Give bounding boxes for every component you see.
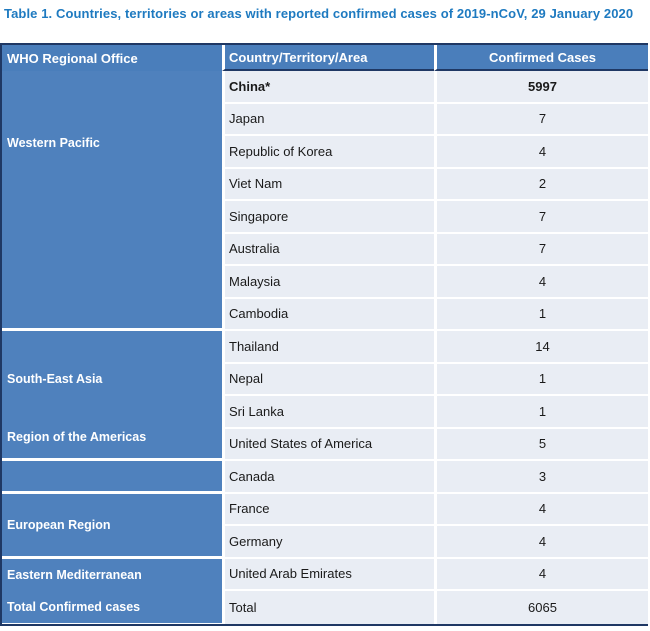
table-row-singapore: Singapore 7 — [222, 201, 648, 234]
region-label: Region of the Americas — [7, 430, 147, 444]
region-block-sea-americas: South-East Asia Region of the Americas — [2, 331, 222, 461]
table-body: Western Pacific South-East Asia Region o… — [2, 71, 648, 624]
region-block-western-pacific: Western Pacific — [2, 71, 222, 331]
region-block-east-med-total: Eastern Mediterranean Total Confirmed ca… — [2, 559, 222, 623]
country-cell: Republic of Korea — [222, 136, 434, 169]
header-confirmed-cases: Confirmed Cases — [434, 45, 648, 71]
cases-cell: 1 — [434, 298, 648, 331]
table-row-total: Total 6065 — [222, 591, 648, 624]
ncov-cases-table: WHO Regional Office Country/Territory/Ar… — [0, 43, 648, 626]
cases-cell: 7 — [434, 103, 648, 136]
country-cell: Malaysia — [222, 266, 434, 299]
country-cell: Germany — [222, 526, 434, 559]
country-cell: United States of America — [222, 428, 434, 461]
cases-cell: 5997 — [434, 71, 648, 104]
cases-cell: 7 — [434, 201, 648, 234]
cases-cell: 4 — [434, 266, 648, 299]
cases-cell: 14 — [434, 331, 648, 364]
cases-cell: 1 — [434, 396, 648, 429]
table-row-canada: Canada 3 — [222, 461, 648, 494]
table-row-usa: United States of America 5 — [222, 428, 648, 461]
cases-cell: 1 — [434, 363, 648, 396]
table-row-malaysia: Malaysia 4 — [222, 266, 648, 299]
country-cell: Australia — [222, 233, 434, 266]
table-row-germany: Germany 4 — [222, 526, 648, 559]
cases-cell: 4 — [434, 526, 648, 559]
country-cell: Japan — [222, 103, 434, 136]
cases-cell: 6065 — [434, 591, 648, 624]
region-label: European Region — [7, 518, 111, 532]
table-row-france: France 4 — [222, 493, 648, 526]
header-country: Country/Territory/Area — [222, 45, 434, 71]
country-cell: Viet Nam — [222, 168, 434, 201]
country-cell: Total — [222, 591, 434, 624]
region-block-european: European Region — [2, 494, 222, 559]
cases-cell: 5 — [434, 428, 648, 461]
table-row-china: China* 5997 — [222, 71, 648, 104]
table-row-viet-nam: Viet Nam 2 — [222, 168, 648, 201]
region-label: Total Confirmed cases — [7, 600, 141, 614]
country-cell: Canada — [222, 461, 434, 494]
cases-cell: 3 — [434, 461, 648, 494]
region-label: Eastern Mediterranean — [7, 568, 142, 582]
cases-cell: 4 — [434, 136, 648, 169]
table-row-australia: Australia 7 — [222, 233, 648, 266]
table-row-uae: United Arab Emirates 4 — [222, 558, 648, 591]
table-header-row: WHO Regional Office Country/Territory/Ar… — [2, 45, 648, 71]
regional-office-column: Western Pacific South-East Asia Region o… — [2, 71, 222, 624]
table-row-nepal: Nepal 1 — [222, 363, 648, 396]
table-row-japan: Japan 7 — [222, 103, 648, 136]
cases-cell: 4 — [434, 558, 648, 591]
cases-cell: 7 — [434, 233, 648, 266]
header-regional-office: WHO Regional Office — [2, 45, 222, 71]
country-cell: Nepal — [222, 363, 434, 396]
country-cell: Singapore — [222, 201, 434, 234]
cases-cell: 4 — [434, 493, 648, 526]
table-row-sri-lanka: Sri Lanka 1 — [222, 396, 648, 429]
cases-cell: 2 — [434, 168, 648, 201]
country-cell: China* — [222, 71, 434, 104]
country-cell: Cambodia — [222, 298, 434, 331]
table-caption: Table 1. Countries, territories or areas… — [4, 6, 634, 21]
table-row-republic-of-korea: Republic of Korea 4 — [222, 136, 648, 169]
region-label: Western Pacific — [7, 136, 100, 150]
data-rows-column: China* 5997 Japan 7 Republic of Korea 4 … — [222, 71, 648, 624]
country-cell: Thailand — [222, 331, 434, 364]
table-row-cambodia: Cambodia 1 — [222, 298, 648, 331]
country-cell: United Arab Emirates — [222, 558, 434, 591]
region-label: South-East Asia — [7, 372, 103, 386]
country-cell: France — [222, 493, 434, 526]
region-block-americas-cont — [2, 461, 222, 494]
table-row-thailand: Thailand 14 — [222, 331, 648, 364]
country-cell: Sri Lanka — [222, 396, 434, 429]
